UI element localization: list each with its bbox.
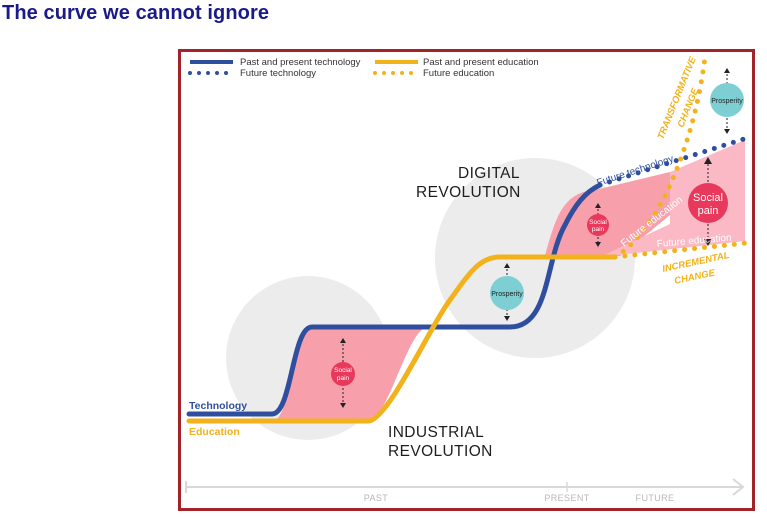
- digital-prosperity-bubble: [490, 276, 524, 310]
- arrow-down-icon: [340, 403, 346, 408]
- future-prosperity-text: Prosperity: [711, 98, 743, 105]
- education-curve: [186, 254, 618, 424]
- industrial-revolution-label-1: INDUSTRIAL: [388, 424, 484, 441]
- digital-revolution-label-2: REVOLUTION: [416, 184, 521, 201]
- arrow-down-icon: [724, 129, 730, 134]
- legend-future-edu: Future education: [423, 68, 494, 79]
- digital-social-pain-text-1: Social: [589, 219, 607, 226]
- future-prosperity-bubble: [710, 83, 744, 117]
- arrow-up-icon: [724, 68, 730, 73]
- future-social-pain-area: [600, 140, 745, 257]
- digital-prosperity-text: Prosperity: [491, 291, 523, 298]
- arrow-up-icon: [504, 263, 510, 268]
- technology-label: Technology: [189, 400, 247, 412]
- axis-present-label: PRESENT: [544, 493, 589, 503]
- future-social-pain-text-2: pain: [698, 205, 719, 217]
- arrow-up-icon: [340, 338, 346, 343]
- digital-social-pain-bubble: [587, 214, 609, 236]
- technology-curve: [186, 182, 603, 417]
- future-social-pain-bubble: [688, 183, 728, 223]
- axis-past-label: PAST: [364, 493, 389, 503]
- industrial-revolution-label-2: REVOLUTION: [388, 443, 493, 460]
- digital-social-pain-text-2: pain: [592, 226, 605, 233]
- legend-future-tech: Future technology: [240, 68, 316, 79]
- arrow-down-icon: [504, 316, 510, 321]
- arrow-up-icon: [704, 157, 712, 164]
- digital-social-pain-area: [545, 172, 670, 256]
- chevron-right-icon: [732, 478, 745, 496]
- arrow-down-icon: [595, 242, 601, 247]
- industrial-social-pain-text-2: pain: [337, 375, 350, 382]
- legend-past-edu: Past and present education: [423, 57, 539, 68]
- axis-future-label: FUTURE: [636, 493, 675, 503]
- legend: Past and present technology Future techn…: [188, 57, 539, 79]
- future-education-transformative-line: [612, 54, 708, 260]
- arrow-down-icon: [704, 239, 712, 246]
- future-technology-dotted-line: [597, 135, 750, 188]
- legend-past-tech: Past and present technology: [240, 57, 361, 68]
- digital-revolution-label-1: DIGITAL: [458, 165, 520, 182]
- page-title: The curve we cannot ignore: [2, 2, 270, 24]
- industrial-social-pain-text-1: Social: [334, 367, 352, 374]
- industrial-social-pain-bubble: [331, 362, 355, 386]
- future-education-incremental-line: [612, 240, 750, 260]
- education-label: Education: [189, 426, 240, 438]
- arrow-up-icon: [595, 203, 601, 208]
- future-social-pain-text-1: Social: [693, 192, 723, 204]
